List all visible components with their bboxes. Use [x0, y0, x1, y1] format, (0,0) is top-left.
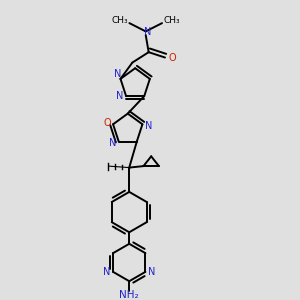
- Text: N: N: [145, 121, 152, 131]
- Text: N: N: [114, 69, 122, 80]
- Text: O: O: [103, 118, 111, 128]
- Text: N: N: [103, 267, 110, 277]
- Text: NH₂: NH₂: [119, 290, 139, 299]
- Text: CH₃: CH₃: [164, 16, 180, 25]
- Text: N: N: [109, 138, 116, 148]
- Text: O: O: [168, 52, 176, 62]
- Text: CH₃: CH₃: [111, 16, 128, 25]
- Text: N: N: [144, 27, 151, 37]
- Text: N: N: [148, 267, 156, 277]
- Text: N: N: [116, 91, 123, 101]
